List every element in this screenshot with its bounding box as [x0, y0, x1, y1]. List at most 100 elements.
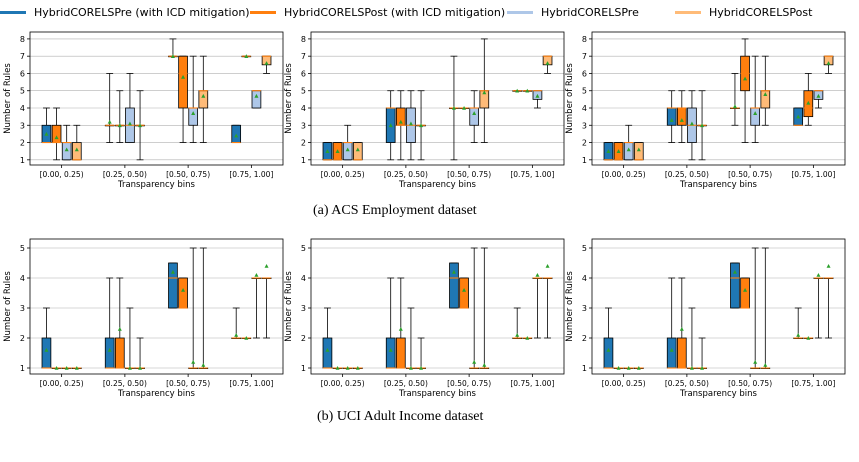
box-plot	[623, 124, 634, 161]
mean-marker	[408, 121, 413, 126]
mean-marker	[44, 348, 49, 352]
y-axis-label: Number of Rules	[3, 271, 13, 342]
box-plot	[178, 55, 188, 143]
box-plot	[760, 55, 771, 126]
y-tick-label: 4	[582, 274, 587, 283]
y-tick-label: 4	[301, 274, 306, 283]
mean-marker	[462, 106, 467, 110]
x-tick-label: [0.50, 0.75)	[166, 379, 210, 388]
x-tick-label: [0.00, 0.25)	[321, 170, 365, 179]
legend-item-post-icd: HybridCORELSPost (with ICD mitigation)	[250, 6, 505, 19]
mean-marker	[732, 270, 737, 274]
mean-marker	[806, 100, 811, 105]
x-tick-label: [0.25, 0.50)	[103, 379, 147, 388]
box-plot	[697, 337, 707, 370]
legend-swatch-post-icd	[250, 11, 276, 14]
box-plot	[676, 90, 687, 143]
box-body	[178, 277, 188, 309]
box-plot	[542, 264, 553, 339]
box-plot	[823, 55, 834, 74]
chart-panel: 1 2 3 4 5 6 7 8 [0.00, 0.25) [0.25, 0.50) [0.50, 0…	[565, 31, 846, 190]
box-plot	[676, 277, 687, 369]
box-body	[459, 277, 469, 309]
mean-marker	[388, 123, 393, 128]
x-tick-label: [0.25, 0.50)	[665, 170, 709, 179]
box-plot	[416, 337, 426, 370]
x-axis-label: Transparency bins	[679, 180, 758, 190]
box-plot	[666, 90, 677, 143]
box-body	[730, 262, 740, 309]
x-tick-label: [0.50, 0.75)	[447, 379, 491, 388]
box-body	[385, 337, 396, 369]
mean-marker	[472, 111, 477, 115]
box-plot	[603, 142, 614, 161]
box-body	[41, 337, 52, 369]
box-plot	[687, 90, 697, 161]
x-axis-label: Transparency bins	[679, 389, 758, 399]
box-plot	[251, 90, 262, 109]
box-plot	[730, 73, 740, 126]
box-plot	[342, 124, 353, 161]
box-plot	[406, 90, 416, 161]
mean-marker	[244, 336, 249, 340]
mean-marker	[201, 363, 206, 367]
mean-marker	[796, 114, 801, 119]
box-plot	[469, 247, 480, 370]
box-plot	[322, 307, 333, 369]
mean-marker	[626, 366, 631, 370]
y-tick-label: 3	[301, 304, 306, 313]
y-tick-label: 7	[20, 52, 25, 61]
y-tick-label: 5	[20, 87, 25, 96]
legend-swatch-pre	[507, 11, 533, 14]
mean-marker	[679, 327, 684, 331]
mean-marker	[244, 54, 249, 58]
y-tick-label: 5	[20, 244, 25, 253]
mean-marker	[138, 123, 143, 128]
box-plot	[395, 277, 406, 369]
box-body	[168, 262, 178, 309]
mean-marker	[54, 135, 59, 140]
box-plot	[522, 336, 533, 340]
y-tick-label: 2	[301, 334, 306, 343]
y-tick-label: 1	[301, 364, 306, 373]
box-plot	[168, 38, 178, 58]
box-plot	[231, 307, 242, 340]
mean-marker	[64, 147, 69, 152]
mean-marker	[398, 119, 403, 124]
box-plot	[740, 277, 750, 309]
mean-marker	[796, 333, 801, 337]
box-body	[603, 337, 614, 369]
box-body	[114, 337, 125, 369]
mean-marker	[545, 61, 550, 65]
x-tick-label: [0.00, 0.25)	[40, 170, 84, 179]
box-plot	[793, 307, 804, 340]
box-plot	[613, 366, 624, 370]
mean-marker	[451, 106, 456, 110]
mean-marker	[462, 288, 467, 292]
box-plot	[449, 55, 459, 161]
box-plot	[512, 88, 523, 93]
y-tick-label: 1	[20, 156, 25, 165]
x-axis-label: Transparency bins	[398, 180, 477, 190]
mean-marker	[669, 348, 674, 352]
box-plot	[135, 337, 145, 370]
mean-marker	[816, 273, 821, 277]
box-plot	[71, 366, 82, 370]
box-plot	[104, 73, 115, 143]
mean-marker	[689, 366, 694, 370]
box-plot	[51, 366, 62, 370]
box-plot	[633, 366, 644, 370]
mean-marker	[743, 76, 748, 81]
box-plot	[760, 247, 771, 370]
chart-panel: 1 2 3 4 5 [0.00, 0.25) [0.25, 0.50) [0.50, 0.75…	[3, 238, 284, 399]
box-plot	[332, 142, 343, 161]
box-plot	[730, 262, 740, 309]
box-body	[104, 337, 115, 369]
x-tick-label: [0.75, 1.00]	[510, 379, 554, 388]
mean-marker	[826, 61, 831, 65]
box-plot	[135, 90, 145, 161]
box-plot	[449, 262, 459, 309]
y-tick-label: 4	[301, 104, 306, 113]
box-body	[449, 262, 459, 309]
